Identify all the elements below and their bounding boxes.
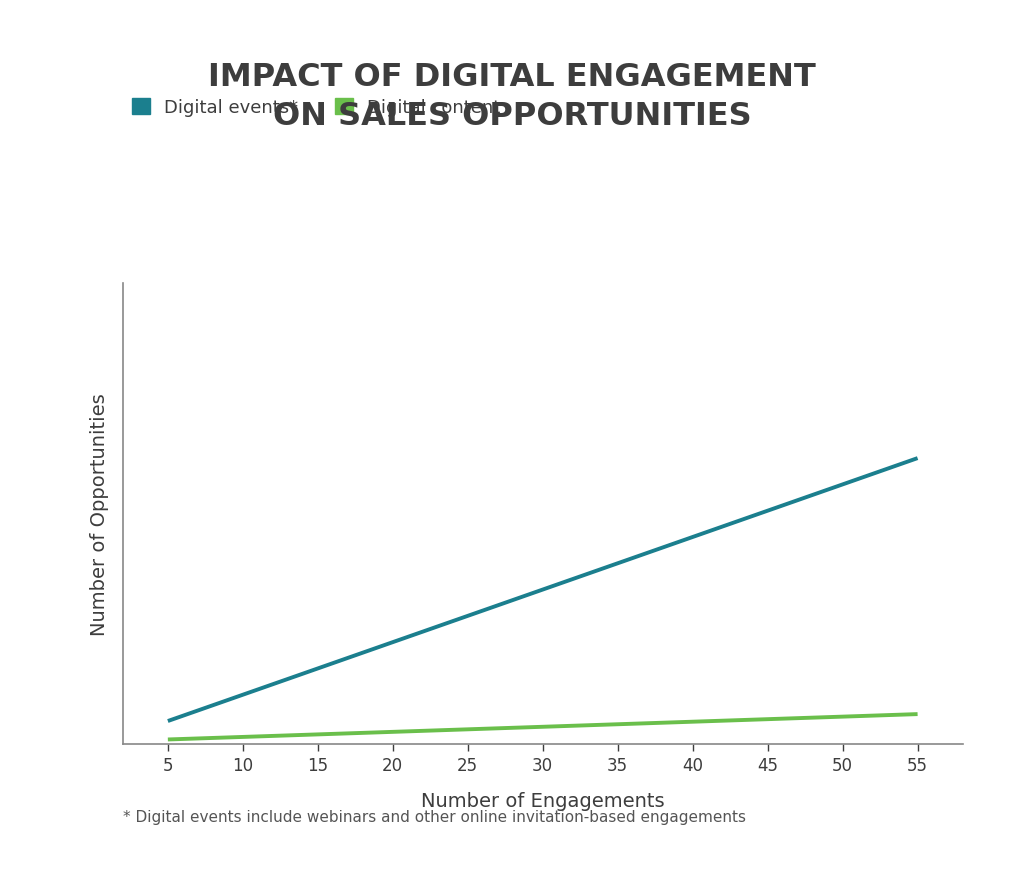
Y-axis label: Number of Opportunities: Number of Opportunities	[90, 392, 109, 635]
X-axis label: Number of Engagements: Number of Engagements	[421, 790, 665, 810]
Text: * Digital events include webinars and other online invitation-based engagements: * Digital events include webinars and ot…	[123, 809, 745, 824]
Text: IMPACT OF DIGITAL ENGAGEMENT
ON SALES OPPORTUNITIES: IMPACT OF DIGITAL ENGAGEMENT ON SALES OP…	[208, 62, 816, 132]
Legend: Digital events*, Digital content: Digital events*, Digital content	[132, 99, 501, 117]
